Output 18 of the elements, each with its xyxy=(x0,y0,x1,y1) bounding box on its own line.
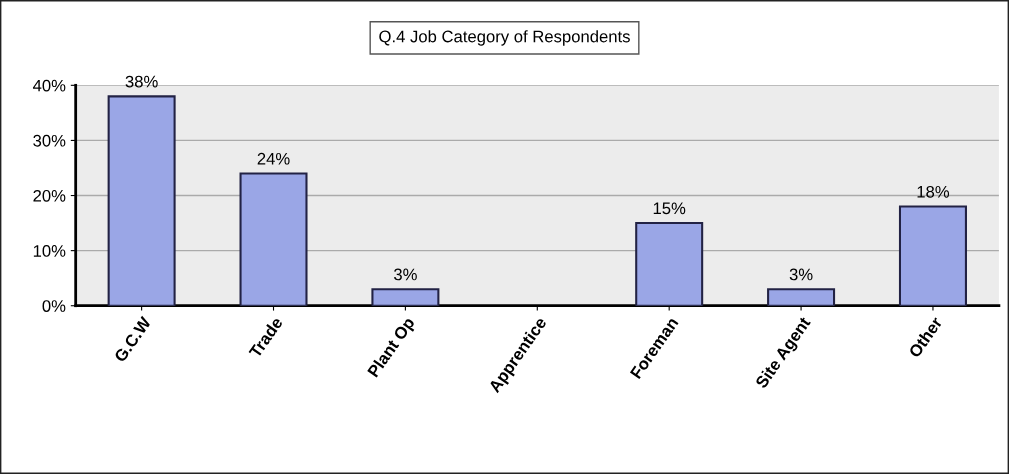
y-tick-label: 0% xyxy=(42,300,66,312)
y-tick-label: 20% xyxy=(33,189,66,202)
data-label: 24% xyxy=(257,152,290,165)
data-label: 15% xyxy=(653,202,686,215)
bar xyxy=(898,205,967,306)
bar xyxy=(767,288,836,306)
data-label: 3% xyxy=(789,268,813,281)
bar xyxy=(107,95,176,306)
data-label: 38% xyxy=(125,75,158,88)
data-label: 18% xyxy=(917,185,950,198)
y-tick-label: 30% xyxy=(33,134,66,147)
y-tick-label: 40% xyxy=(32,79,66,92)
bar xyxy=(635,222,704,306)
bar xyxy=(239,172,308,306)
data-label: 3% xyxy=(393,268,417,281)
bar xyxy=(371,288,440,306)
chart-title: Q.4 Job Category of Respondents xyxy=(379,30,630,46)
y-tick-label: 10% xyxy=(33,245,66,257)
